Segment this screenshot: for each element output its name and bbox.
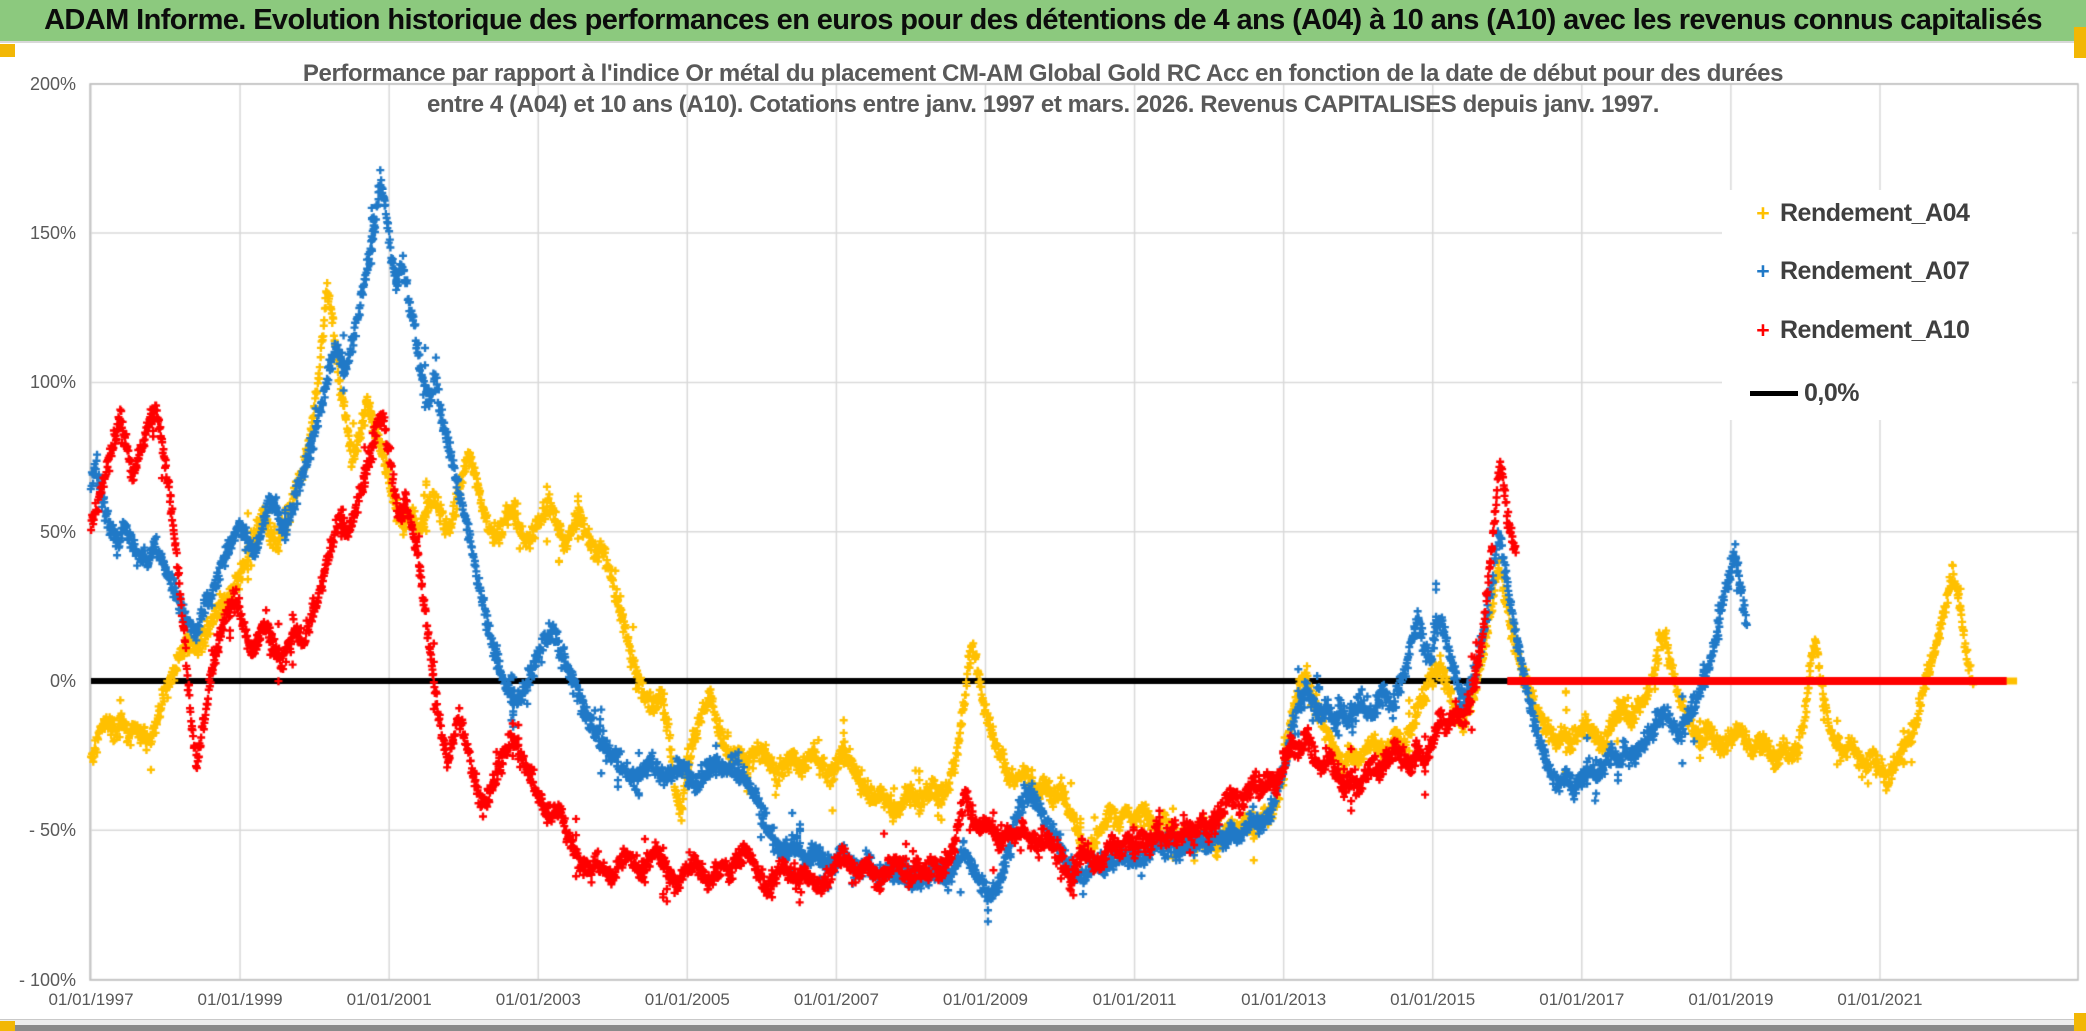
y-axis-tick-label: - 100% bbox=[18, 969, 76, 990]
y-axis-tick-label: 150% bbox=[29, 223, 76, 244]
legend-item-rendement-a10[interactable]: + Rendement_A10 bbox=[1750, 315, 1970, 345]
chart-legend: + Rendement_A04 + Rendement_A07 + Rendement_A… bbox=[1722, 190, 2072, 420]
plus-marker-icon: + bbox=[1756, 200, 1770, 226]
x-axis-tick-label: 01/01/2013 bbox=[1241, 990, 1327, 1009]
legend-label: Rendement_A10 bbox=[1780, 315, 1970, 344]
x-axis-tick-label: 01/01/2009 bbox=[942, 990, 1029, 1009]
zero-line-swatch bbox=[1750, 390, 1798, 396]
x-axis-tick-label: 01/01/2001 bbox=[346, 990, 432, 1009]
x-axis-tick-label: 01/01/1997 bbox=[48, 990, 134, 1009]
x-axis-tick-label: 01/01/2019 bbox=[1688, 990, 1774, 1009]
plus-marker-icon: + bbox=[1756, 258, 1770, 284]
y-axis-tick-label: 100% bbox=[29, 372, 76, 393]
x-axis-tick-label: 01/01/2015 bbox=[1390, 990, 1476, 1009]
chart-title: Performance par rapport à l'indice Or mé… bbox=[90, 58, 1996, 120]
x-axis-tick-label: 01/01/2021 bbox=[1837, 990, 1923, 1009]
chart-title-line1: Performance par rapport à l'indice Or mé… bbox=[302, 60, 1784, 87]
x-axis-tick-label: 01/01/2007 bbox=[793, 990, 879, 1009]
y-axis-tick-label: - 50% bbox=[28, 820, 76, 841]
legend-item-rendement-a07[interactable]: + Rendement_A07 bbox=[1750, 256, 1970, 286]
x-axis-tick-label: 01/01/2011 bbox=[1092, 990, 1177, 1009]
x-axis-tick-label: 01/01/1999 bbox=[197, 990, 283, 1009]
x-axis-tick-label: 01/01/2003 bbox=[495, 990, 581, 1009]
legend-label: Rendement_A04 bbox=[1780, 198, 1970, 227]
legend-label: Rendement_A07 bbox=[1780, 256, 1970, 285]
legend-item-0-0-[interactable]: 0,0% bbox=[1750, 378, 1859, 408]
x-axis-tick-label: 01/01/2017 bbox=[1539, 990, 1625, 1009]
x-axis-tick-label: 01/01/2005 bbox=[644, 990, 730, 1009]
y-axis-tick-label: 200% bbox=[29, 73, 76, 94]
legend-item-rendement-a04[interactable]: + Rendement_A04 bbox=[1750, 198, 1970, 228]
legend-label: 0,0% bbox=[1804, 378, 1859, 407]
y-axis-tick-label: 50% bbox=[39, 521, 76, 542]
plus-marker-icon: + bbox=[1756, 317, 1770, 343]
y-axis-tick-label: 0% bbox=[49, 671, 76, 691]
chart-title-line2: entre 4 (A04) et 10 ans (A10). Cotations… bbox=[426, 91, 1660, 118]
